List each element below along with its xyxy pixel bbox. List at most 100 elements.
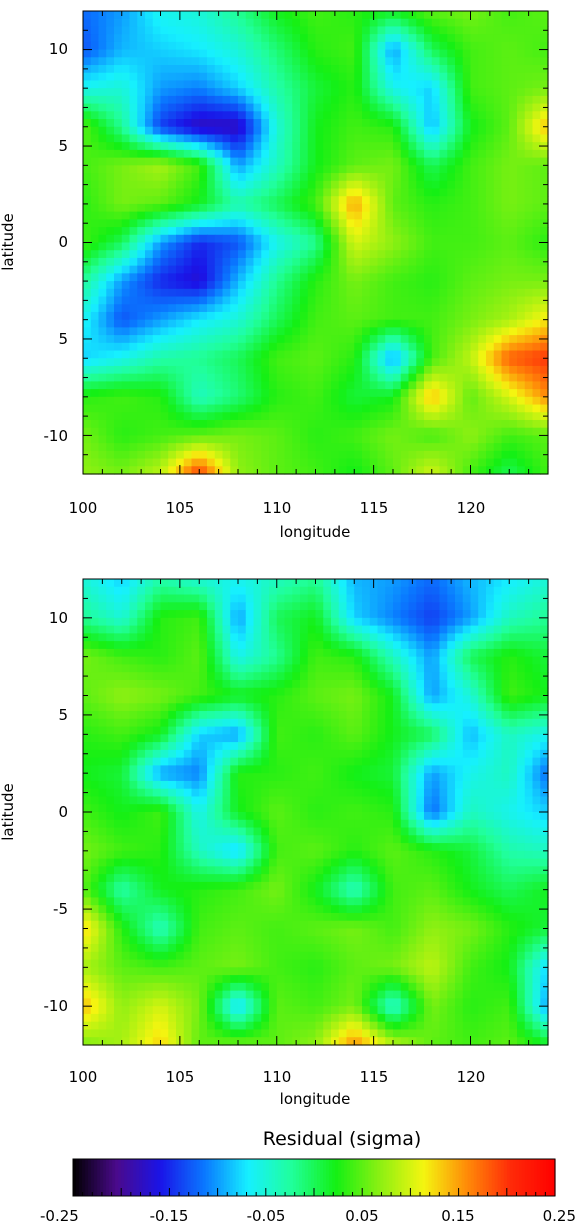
heatmap-cell xyxy=(377,242,386,251)
heatmap-cell xyxy=(137,196,146,205)
heatmap-cell xyxy=(509,610,518,619)
heatmap-cell xyxy=(253,34,262,43)
heatmap-cell xyxy=(447,57,456,66)
heatmap-cell xyxy=(517,72,526,82)
heatmap-cell xyxy=(393,594,402,603)
heatmap-cell xyxy=(354,11,363,20)
heatmap-cell xyxy=(129,718,138,728)
heatmap-cell xyxy=(393,734,402,743)
heatmap-cell xyxy=(238,458,247,467)
heatmap-cell xyxy=(191,11,200,20)
heatmap-cell xyxy=(416,11,425,20)
heatmap-cell xyxy=(245,435,255,444)
heatmap-cell xyxy=(183,111,193,120)
heatmap-cell xyxy=(447,711,456,720)
heatmap-cell xyxy=(114,65,123,74)
heatmap-cell xyxy=(362,57,371,66)
heatmap-cell xyxy=(199,288,208,298)
heatmap-cell xyxy=(145,196,154,205)
heatmap-cell xyxy=(307,188,317,197)
heatmap-cell xyxy=(385,173,394,182)
heatmap-cell xyxy=(362,234,371,244)
heatmap-cell xyxy=(137,419,146,429)
heatmap-cell xyxy=(478,389,487,398)
heatmap-cell xyxy=(424,49,433,58)
heatmap-cell xyxy=(137,373,146,382)
heatmap-cell xyxy=(362,350,371,359)
heatmap-cell xyxy=(276,404,286,413)
heatmap-cell xyxy=(439,173,448,182)
heatmap-cell xyxy=(509,257,518,267)
heatmap-cell xyxy=(315,57,324,66)
heatmap-cell xyxy=(284,111,293,120)
heatmap-cell xyxy=(509,180,518,190)
heatmap-cell xyxy=(129,173,138,182)
heatmap-cell xyxy=(323,111,332,120)
heatmap-cell xyxy=(338,311,348,321)
heatmap-cell xyxy=(207,126,216,136)
heatmap-cell xyxy=(323,703,332,712)
heatmap-cell xyxy=(424,579,433,588)
heatmap-cell xyxy=(501,72,510,82)
heatmap-cell xyxy=(416,427,425,437)
heatmap-cell xyxy=(400,157,410,166)
heatmap-cell xyxy=(315,157,324,166)
heatmap-cell xyxy=(145,617,154,627)
heatmap-cell xyxy=(455,119,464,128)
heatmap-cell xyxy=(137,641,146,650)
heatmap-cell xyxy=(269,157,278,166)
heatmap-cell xyxy=(121,726,131,735)
heatmap-cell xyxy=(98,41,107,51)
heatmap-cell xyxy=(455,602,464,611)
heatmap-cell xyxy=(245,88,255,97)
heatmap-cell xyxy=(199,18,208,28)
heatmap-cell xyxy=(276,319,286,328)
heatmap-cell xyxy=(455,711,464,720)
heatmap-cell xyxy=(439,311,448,321)
heatmap-cell xyxy=(369,288,379,298)
heatmap-cell xyxy=(416,126,425,136)
heatmap-cell xyxy=(431,327,441,336)
heatmap-cell xyxy=(338,296,348,305)
heatmap-cell xyxy=(207,203,216,213)
heatmap-cell xyxy=(145,219,154,228)
heatmap-cell xyxy=(393,165,402,174)
heatmap-cell xyxy=(478,687,487,697)
heatmap-cell xyxy=(385,679,394,689)
heatmap-cell xyxy=(114,466,123,475)
heatmap-cell xyxy=(493,41,503,51)
heatmap-cell xyxy=(253,296,262,305)
heatmap-cell xyxy=(114,342,123,352)
heatmap-cell xyxy=(532,718,541,728)
heatmap-cell xyxy=(152,602,162,611)
heatmap-cell xyxy=(338,126,348,136)
heatmap-cell xyxy=(245,365,255,375)
heatmap-cell xyxy=(346,119,355,128)
heatmap-cell xyxy=(400,365,410,375)
heatmap-cell xyxy=(362,450,371,460)
heatmap-cell xyxy=(338,664,348,673)
heatmap-cell xyxy=(145,656,154,666)
heatmap-cell xyxy=(222,594,231,603)
heatmap-cell xyxy=(253,641,262,650)
heatmap-cell xyxy=(462,466,472,475)
heatmap-cell xyxy=(478,633,487,642)
heatmap-cell xyxy=(276,34,286,43)
heatmap-cell xyxy=(284,672,293,681)
heatmap-cell xyxy=(408,687,417,697)
heatmap-cell xyxy=(90,304,100,313)
heatmap-cell xyxy=(183,11,193,20)
heatmap-cell xyxy=(160,633,169,642)
heatmap-cell xyxy=(160,203,169,213)
heatmap-cell xyxy=(338,711,348,720)
heatmap-cell xyxy=(238,435,247,444)
heatmap-cell xyxy=(408,389,417,398)
heatmap-cell xyxy=(199,396,208,406)
heatmap-cell xyxy=(129,265,138,274)
heatmap-cell xyxy=(238,288,247,298)
heatmap-cell xyxy=(331,227,340,236)
heatmap-cell xyxy=(408,695,417,704)
heatmap-cell xyxy=(393,672,402,681)
heatmap-cell xyxy=(183,288,193,298)
heatmap-cell xyxy=(486,633,495,642)
